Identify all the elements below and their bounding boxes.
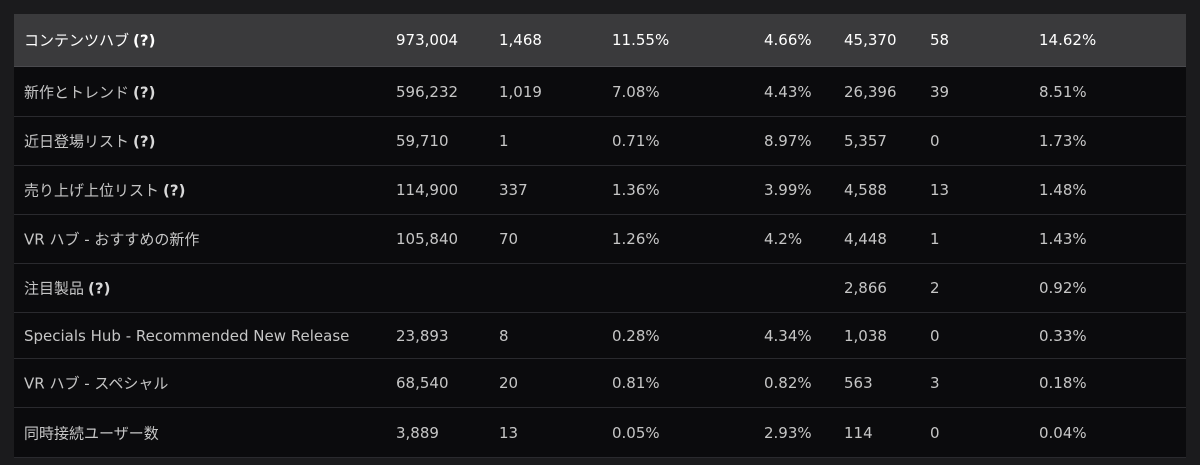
row-label: VR ハブ - おすすめの新作 (24, 230, 200, 249)
table-cell: 59,710 (396, 132, 449, 150)
table-cell: 4.66% (764, 31, 812, 49)
table-cell: 105,840 (396, 230, 459, 248)
table-cell: 20 (499, 374, 519, 392)
table-cell: 337 (499, 181, 528, 199)
table-row: 注目製品 (?) 2,866 2 0.92% (14, 264, 1186, 313)
table-row: 同時接続ユーザー数 3,889 13 0.05% 2.93% 114 0 0.0… (14, 408, 1186, 458)
table-cell: 1.43% (1039, 230, 1087, 248)
table-cell: 1.73% (1039, 132, 1087, 150)
table-cell: 1.36% (612, 181, 660, 199)
table-cell: 3,889 (396, 423, 439, 442)
table-cell: 5,357 (844, 132, 887, 150)
table-row: コンテンツハブ (?) 973,004 1,468 11.55% 4.66% 45… (14, 14, 1186, 67)
table-cell: 0.05% (612, 423, 660, 442)
table-cell: 4,448 (844, 230, 887, 248)
table-row: 売り上げ上位リスト (?) 114,900 337 1.36% 3.99% 4,5… (14, 166, 1186, 215)
table-cell: 8.97% (764, 132, 812, 150)
table-cell: 114,900 (396, 181, 459, 199)
table-cell: 0.28% (612, 326, 660, 345)
row-label: 売り上げ上位リスト (24, 181, 160, 200)
table-cell: 0.18% (1039, 374, 1087, 392)
table-cell: 8.51% (1039, 82, 1087, 101)
table-cell: 1,019 (499, 82, 542, 101)
table-cell: 14.62% (1039, 31, 1097, 49)
table-cell: 26,396 (844, 82, 897, 101)
table-row: 新作とトレンド (?) 596,232 1,019 7.08% 4.43% 26,… (14, 67, 1186, 117)
table-cell: 45,370 (844, 31, 897, 49)
table-cell: 7.08% (612, 82, 660, 101)
table-cell: 13 (499, 423, 519, 442)
table-cell: 0 (930, 326, 940, 345)
table-cell: 11.55% (612, 31, 670, 49)
table-cell: 1.48% (1039, 181, 1087, 199)
row-label: VR ハブ - スペシャル (24, 374, 169, 393)
table-cell: 39 (930, 82, 950, 101)
table-cell: 58 (930, 31, 950, 49)
table-cell: 1,468 (499, 31, 542, 49)
table-cell: 114 (844, 423, 873, 442)
table-row: VR ハブ - おすすめの新作 105,840 70 1.26% 4.2% 4,… (14, 215, 1186, 264)
table-cell: 1.26% (612, 230, 660, 248)
table-cell: 2,866 (844, 279, 887, 297)
help-link[interactable]: (?) (133, 31, 156, 50)
help-link[interactable]: (?) (133, 83, 156, 101)
table-cell: 70 (499, 230, 519, 248)
table-cell: 0 (930, 132, 940, 150)
table-row: Specials Hub - Recommended New Release 2… (14, 313, 1186, 359)
traffic-stats-table: コンテンツハブ (?) 973,004 1,468 11.55% 4.66% 45… (14, 14, 1186, 458)
table-row: 近日登場リスト (?) 59,710 1 0.71% 8.97% 5,357 0 … (14, 117, 1186, 166)
table-cell: 13 (930, 181, 950, 199)
table-cell: 596,232 (396, 82, 459, 101)
row-label: コンテンツハブ (24, 31, 130, 50)
table-cell: 8 (499, 326, 509, 345)
table-cell: 0.82% (764, 374, 812, 392)
help-link[interactable]: (?) (88, 279, 111, 298)
table-cell: 2.93% (764, 423, 812, 442)
table-cell: 1,038 (844, 326, 887, 345)
table-cell: 0.33% (1039, 326, 1087, 345)
table-cell: 2 (930, 279, 940, 297)
table-row: VR ハブ - スペシャル 68,540 20 0.81% 0.82% 563 … (14, 359, 1186, 408)
table-cell: 0.04% (1039, 423, 1087, 442)
row-label: 近日登場リスト (24, 132, 130, 151)
table-cell: 3.99% (764, 181, 812, 199)
table-cell: 4.2% (764, 230, 803, 248)
row-label: 同時接続ユーザー数 (24, 424, 159, 442)
table-cell: 4,588 (844, 181, 887, 199)
table-cell: 4.34% (764, 326, 812, 345)
table-cell: 0.92% (1039, 279, 1087, 297)
row-label: 注目製品 (24, 279, 85, 298)
help-link[interactable]: (?) (133, 132, 156, 151)
help-link[interactable]: (?) (163, 181, 186, 200)
table-cell: 1 (499, 132, 509, 150)
table-cell: 1 (930, 230, 940, 248)
row-label: Specials Hub - Recommended New Release (24, 326, 350, 345)
table-cell: 0.81% (612, 374, 660, 392)
table-cell: 3 (930, 374, 940, 392)
table-cell: 973,004 (396, 31, 459, 49)
table-cell: 0 (930, 423, 940, 442)
table-cell: 23,893 (396, 326, 449, 345)
table-cell: 4.43% (764, 82, 812, 101)
row-label: 新作とトレンド (24, 83, 130, 101)
table-cell: 68,540 (396, 374, 449, 392)
table-cell: 563 (844, 374, 873, 392)
table-cell: 0.71% (612, 132, 660, 150)
